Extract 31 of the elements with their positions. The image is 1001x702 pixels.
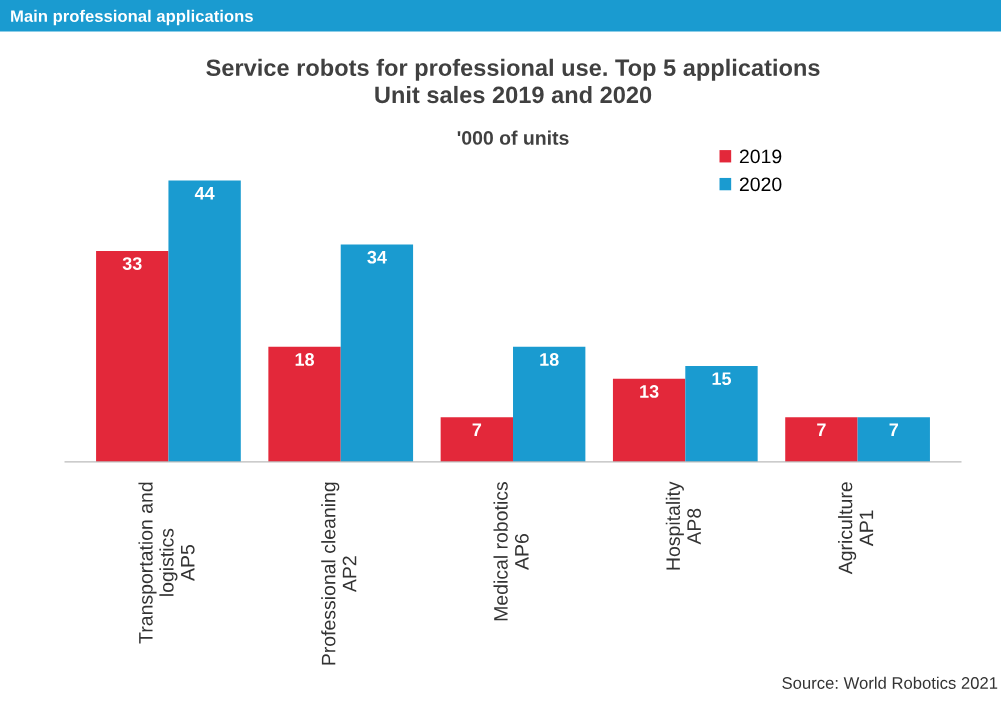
- x-tick-label: Hospitality AP8: [665, 481, 701, 570]
- bar: [168, 180, 241, 462]
- bar: [785, 417, 858, 462]
- bar: [857, 417, 930, 462]
- bar: [685, 366, 758, 462]
- source-note: Source: World Robotics 2021: [782, 676, 998, 689]
- legend-label: 2019: [739, 149, 782, 164]
- bar: [440, 417, 514, 462]
- x-tick-label: Professional cleaning AP2: [321, 482, 357, 665]
- data-label: 13: [640, 385, 659, 398]
- legend-label: 2020: [739, 177, 782, 192]
- chart-subtitle: '000 of units: [457, 130, 569, 145]
- data-label: 44: [194, 187, 215, 200]
- bar: [612, 378, 686, 462]
- text: Main professional applications: [11, 9, 253, 26]
- x-tick-label: Medical robotics AP6: [493, 482, 529, 621]
- bar: [340, 244, 414, 462]
- data-label: 33: [122, 257, 142, 270]
- data-label: 7: [472, 423, 482, 436]
- bar: [268, 346, 341, 462]
- bar: [513, 346, 586, 462]
- x-tick-label: Transportation and logistics AP5: [138, 482, 195, 644]
- x-tick-label: Agriculture AP1: [838, 482, 874, 575]
- data-label: 34: [367, 250, 387, 264]
- data-label: 7: [817, 423, 826, 436]
- data-label: 7: [889, 423, 898, 436]
- data-label: 18: [295, 353, 315, 366]
- bar: [96, 250, 169, 462]
- data-label: 15: [712, 372, 732, 386]
- chart-title: Service robots for professional use. Top 5 applications Unit sales 2019 and 2020: [206, 58, 820, 104]
- data-label: 18: [540, 353, 559, 366]
